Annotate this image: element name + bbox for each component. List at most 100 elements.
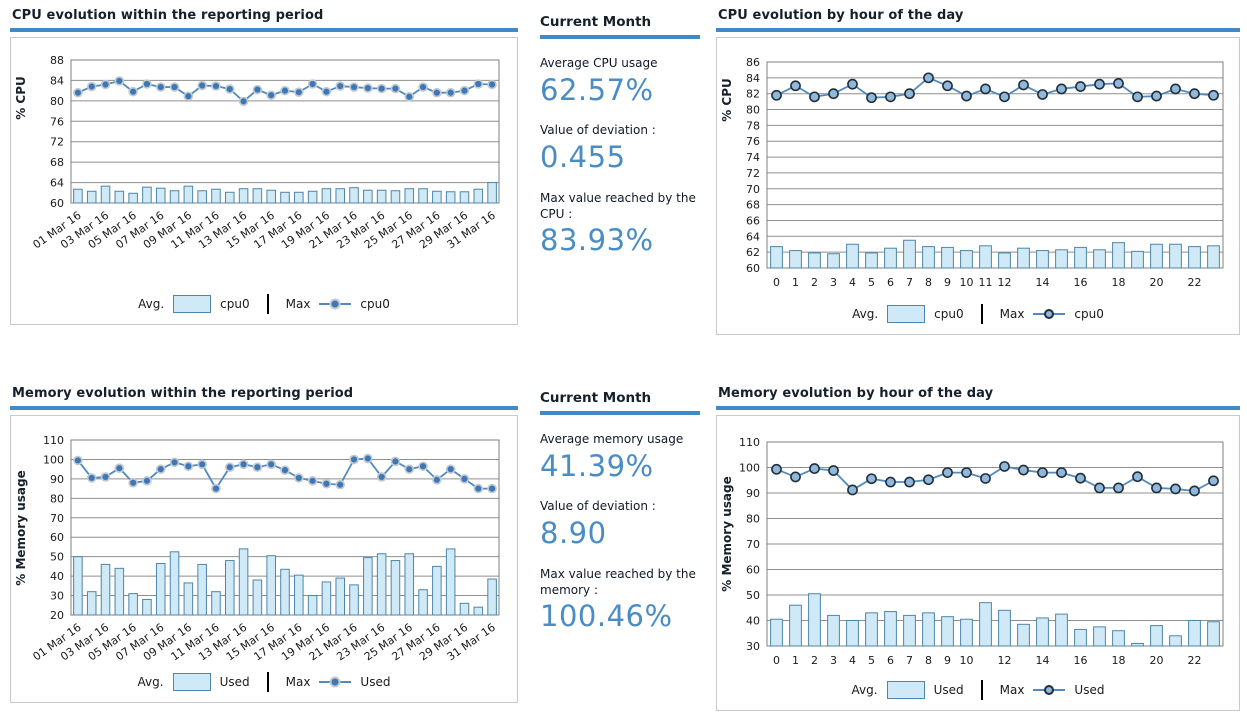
max-line-swatch-icon — [319, 299, 352, 310]
legend-avg-label: Avg. — [852, 307, 879, 321]
max-mem-value: 100.46% — [540, 599, 673, 634]
svg-text:40: 40 — [50, 570, 64, 583]
svg-text:14: 14 — [1036, 654, 1050, 667]
svg-text:22: 22 — [1188, 276, 1202, 289]
legend-avg-series: Used — [219, 675, 250, 689]
legend-avg-label: Avg. — [137, 675, 164, 689]
max-cpu-value: 83.93% — [540, 223, 654, 258]
svg-text:1: 1 — [792, 276, 799, 289]
cpu-stats-title: Current Month — [540, 14, 700, 39]
svg-text:20: 20 — [1150, 276, 1164, 289]
svg-text:14: 14 — [1036, 276, 1050, 289]
svg-text:78: 78 — [746, 119, 760, 132]
svg-text:12: 12 — [998, 276, 1012, 289]
svg-text:1: 1 — [792, 654, 799, 667]
cpu-stats-section: Current Month Average CPU usage 62.57% V… — [540, 14, 700, 257]
svg-text:% CPU: % CPU — [720, 78, 734, 122]
legend-separator — [980, 304, 983, 324]
cpu-hour-panel: 60 62 64 66 68 70 72 74 76 78 80 82 84 86% CPU 0 1 2 3 4 5 6… — [716, 37, 1240, 335]
svg-text:64: 64 — [746, 230, 760, 243]
mem-hour-panel: 30 40 50 60 70 80 90 100 110% Memory usage 0 1 2 3 4 5… — [716, 415, 1240, 711]
mem-hour-title: Memory evolution by hour of the day — [718, 386, 994, 401]
svg-text:20: 20 — [50, 609, 64, 622]
svg-text:% Memory usage: % Memory usage — [14, 470, 28, 585]
avg-cpu-label: Average CPU usage — [540, 56, 658, 70]
svg-text:40: 40 — [746, 615, 760, 628]
svg-text:2: 2 — [811, 276, 818, 289]
mem-deviation-value: 8.90 — [540, 516, 607, 551]
mem-hour-legend: Avg. Used Max Used — [851, 676, 1105, 710]
svg-text:84: 84 — [50, 74, 64, 87]
svg-text:110: 110 — [43, 434, 64, 447]
legend-avg-series: cpu0 — [934, 307, 964, 321]
title-rule — [10, 28, 518, 32]
svg-text:110: 110 — [739, 436, 760, 449]
max-line-swatch-icon — [1033, 685, 1066, 696]
title-rule — [716, 28, 1240, 32]
svg-text:70: 70 — [746, 183, 760, 196]
svg-text:100: 100 — [739, 462, 760, 475]
cpu-deviation-label: Value of deviation : — [540, 123, 656, 138]
max-line-swatch-icon — [1033, 309, 1066, 320]
svg-text:16: 16 — [1074, 654, 1088, 667]
svg-text:8: 8 — [925, 654, 932, 667]
legend-avg-series: cpu0 — [220, 297, 250, 311]
mem-stats-title: Current Month — [540, 390, 700, 415]
svg-text:84: 84 — [746, 72, 760, 85]
legend-separator — [980, 680, 983, 700]
svg-text:% CPU: % CPU — [14, 76, 28, 120]
svg-text:82: 82 — [746, 88, 760, 101]
svg-text:50: 50 — [746, 589, 760, 602]
avg-bar-swatch-icon — [172, 673, 211, 691]
cpu-hour-title: CPU evolution by hour of the day — [718, 8, 964, 23]
legend-max-series: Used — [360, 675, 391, 689]
legend-max-series: Used — [1074, 683, 1105, 697]
svg-text:% Memory usage: % Memory usage — [720, 476, 734, 591]
svg-text:30: 30 — [50, 590, 64, 603]
max-line-swatch-icon — [319, 677, 352, 688]
svg-text:64: 64 — [50, 177, 64, 190]
title-rule — [10, 406, 518, 410]
svg-text:80: 80 — [746, 104, 760, 117]
avg-mem-label: Average memory usage — [540, 432, 684, 446]
svg-text:76: 76 — [50, 115, 64, 128]
svg-text:4: 4 — [849, 276, 856, 289]
cpu-period-legend: Avg. cpu0 Max cpu0 — [138, 290, 390, 324]
svg-text:90: 90 — [746, 487, 760, 500]
svg-text:18: 18 — [1112, 654, 1126, 667]
svg-text:0: 0 — [773, 654, 780, 667]
max-cpu-label: Max value reached by the CPU : — [540, 190, 696, 221]
svg-text:10: 10 — [960, 654, 974, 667]
legend-max-label: Max — [285, 675, 311, 689]
mem-period-panel: 20 30 40 50 60 70 80 90 100 110% Memory usage 01 M… — [10, 415, 518, 703]
cpu-period-panel: 60 64 68 72 76 80 84 88% CPU 01 Mar 16 03 Mar 16 0… — [10, 37, 518, 325]
avg-bar-swatch-icon — [887, 305, 926, 323]
title-rule — [716, 406, 1240, 410]
cpu-period-title: CPU evolution within the reporting perio… — [12, 8, 324, 23]
svg-text:12: 12 — [998, 654, 1012, 667]
cpu-hour-section: CPU evolution by hour of the day 60 62 64 6… — [716, 8, 1240, 335]
svg-text:7: 7 — [906, 654, 913, 667]
mem-hour-section: Memory evolution by hour of the day 30 40… — [716, 386, 1240, 711]
svg-text:66: 66 — [746, 214, 760, 227]
svg-text:20: 20 — [1150, 654, 1164, 667]
avg-bar-swatch-icon — [173, 295, 212, 313]
svg-text:72: 72 — [746, 167, 760, 180]
svg-text:8: 8 — [925, 276, 932, 289]
svg-text:18: 18 — [1112, 276, 1126, 289]
svg-text:3: 3 — [830, 276, 837, 289]
svg-text:88: 88 — [50, 54, 64, 67]
svg-text:4: 4 — [849, 654, 856, 667]
legend-avg-series: Used — [933, 683, 964, 697]
svg-text:50: 50 — [50, 551, 64, 564]
legend-max-label: Max — [285, 297, 311, 311]
svg-text:11: 11 — [979, 276, 993, 289]
svg-text:2: 2 — [811, 654, 818, 667]
legend-avg-label: Avg. — [851, 683, 878, 697]
svg-text:9: 9 — [944, 276, 951, 289]
avg-cpu-value: 62.57% — [540, 72, 654, 107]
